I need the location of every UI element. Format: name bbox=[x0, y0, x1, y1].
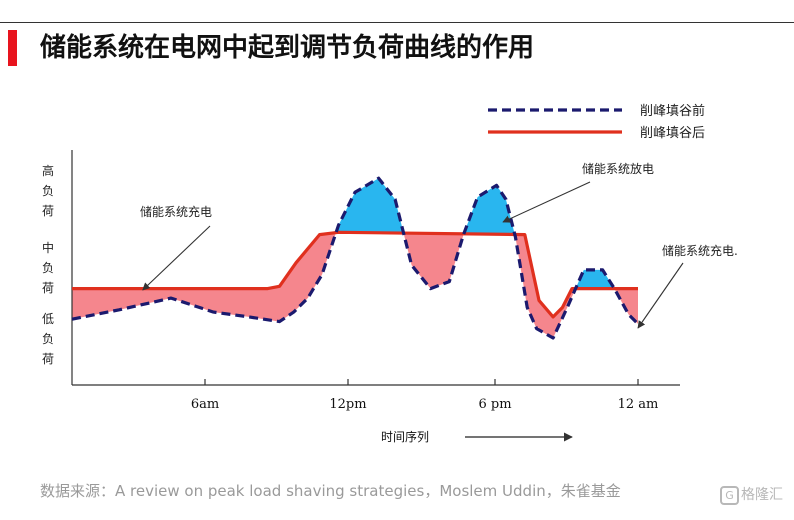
x-tick-label-1: 12pm bbox=[329, 397, 366, 412]
page-title: 储能系统在电网中起到调节负荷曲线的作用 bbox=[40, 33, 535, 63]
y-level-label-2-0: 低 bbox=[42, 312, 54, 326]
annotation-arrow-0 bbox=[142, 225, 211, 291]
y-level-label-2-1: 负 bbox=[42, 332, 54, 346]
annotation-arrow-2 bbox=[637, 262, 684, 329]
legend-label-after: 削峰填谷后 bbox=[640, 126, 705, 141]
discharge-area bbox=[72, 178, 638, 317]
title-accent-bar bbox=[8, 30, 17, 66]
data-source: 数据来源：A review on peak load shaving strat… bbox=[40, 482, 621, 500]
y-level-label-1-0: 中 bbox=[42, 240, 54, 255]
legend-label-before: 削峰填谷前 bbox=[640, 103, 705, 119]
x-tick-label-2: 6 pm bbox=[478, 397, 511, 412]
charge-area bbox=[72, 232, 638, 338]
annotation-text-2: 储能系统充电. bbox=[662, 243, 738, 258]
y-level-label-1-1: 负 bbox=[42, 261, 54, 275]
x-tick-label-0: 6am bbox=[191, 397, 219, 412]
y-level-label-2-2: 荷 bbox=[42, 352, 54, 366]
watermark-logo-icon: G bbox=[720, 485, 739, 505]
annotation-text-0: 储能系统充电 bbox=[140, 204, 212, 219]
y-level-label-0-1: 负 bbox=[42, 184, 54, 198]
watermark: G 格隆汇 bbox=[720, 484, 783, 505]
y-level-label-0-2: 荷 bbox=[42, 204, 54, 218]
series-before-line bbox=[71, 176, 640, 340]
series-after-line bbox=[72, 230, 638, 319]
annotation-text-1: 储能系统放电 bbox=[582, 161, 654, 176]
y-level-label-0-0: 高 bbox=[42, 163, 54, 178]
x-axis-label: 时间序列 bbox=[381, 429, 429, 444]
annotation-arrow-1 bbox=[502, 181, 591, 223]
y-level-label-1-2: 荷 bbox=[42, 281, 54, 295]
watermark-text: 格隆汇 bbox=[741, 487, 783, 503]
x-tick-label-3: 12 am bbox=[618, 397, 659, 412]
top-rule bbox=[0, 22, 794, 23]
